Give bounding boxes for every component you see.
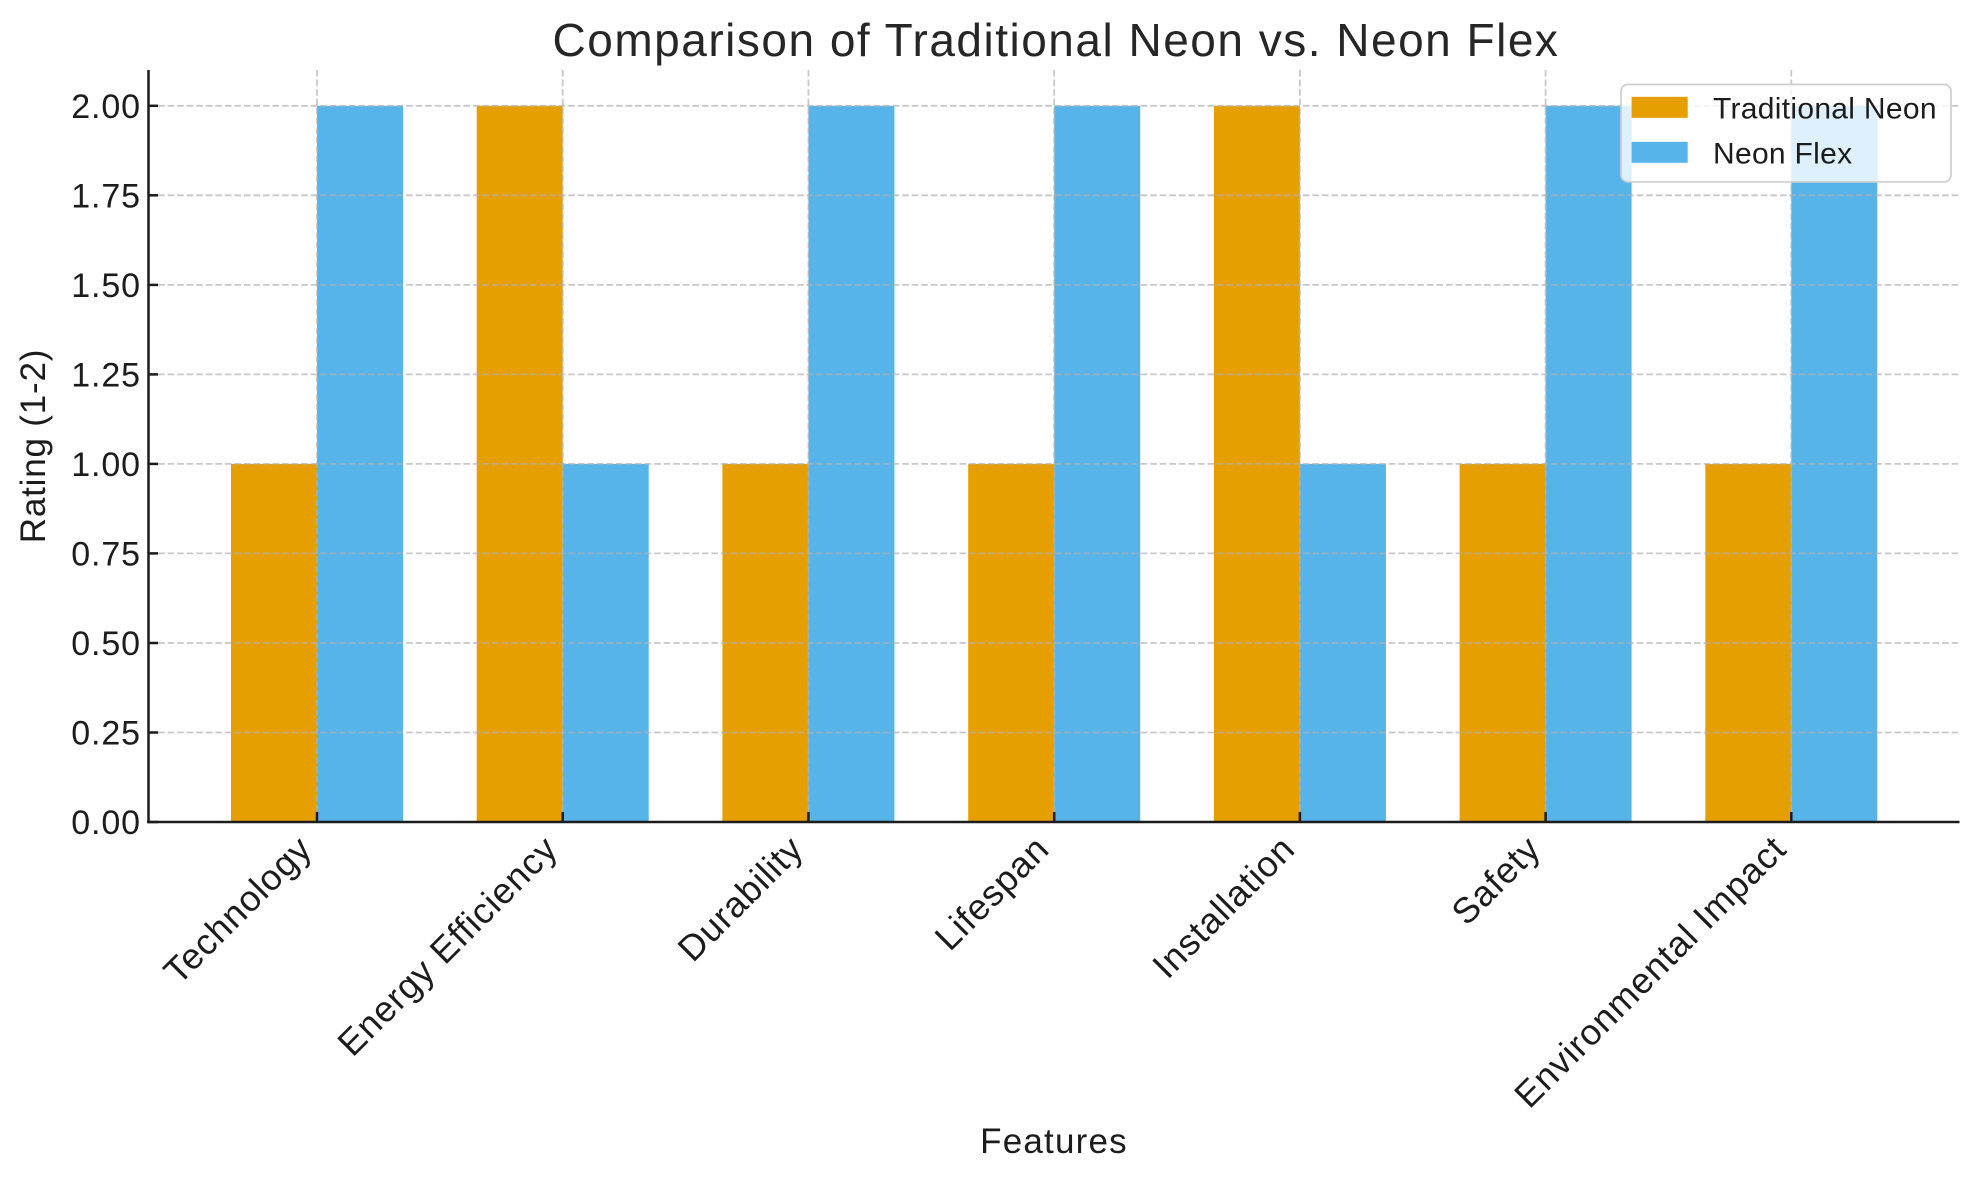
svg-text:1.50: 1.50 <box>71 267 141 305</box>
svg-text:Traditional Neon: Traditional Neon <box>1713 93 1937 126</box>
svg-text:0.00: 0.00 <box>71 804 141 842</box>
svg-text:0.75: 0.75 <box>71 535 141 573</box>
svg-text:Features: Features <box>980 1122 1128 1161</box>
svg-text:Rating (1-2): Rating (1-2) <box>14 349 53 543</box>
svg-text:Neon Flex: Neon Flex <box>1713 138 1852 171</box>
svg-text:Comparison of Traditional Neon: Comparison of Traditional Neon vs. Neon … <box>553 14 1560 66</box>
svg-text:0.25: 0.25 <box>71 715 141 753</box>
svg-text:1.00: 1.00 <box>71 446 141 484</box>
svg-text:0.50: 0.50 <box>71 625 141 663</box>
svg-text:1.25: 1.25 <box>71 356 141 394</box>
svg-text:2.00: 2.00 <box>71 88 141 126</box>
svg-text:1.75: 1.75 <box>71 177 141 215</box>
